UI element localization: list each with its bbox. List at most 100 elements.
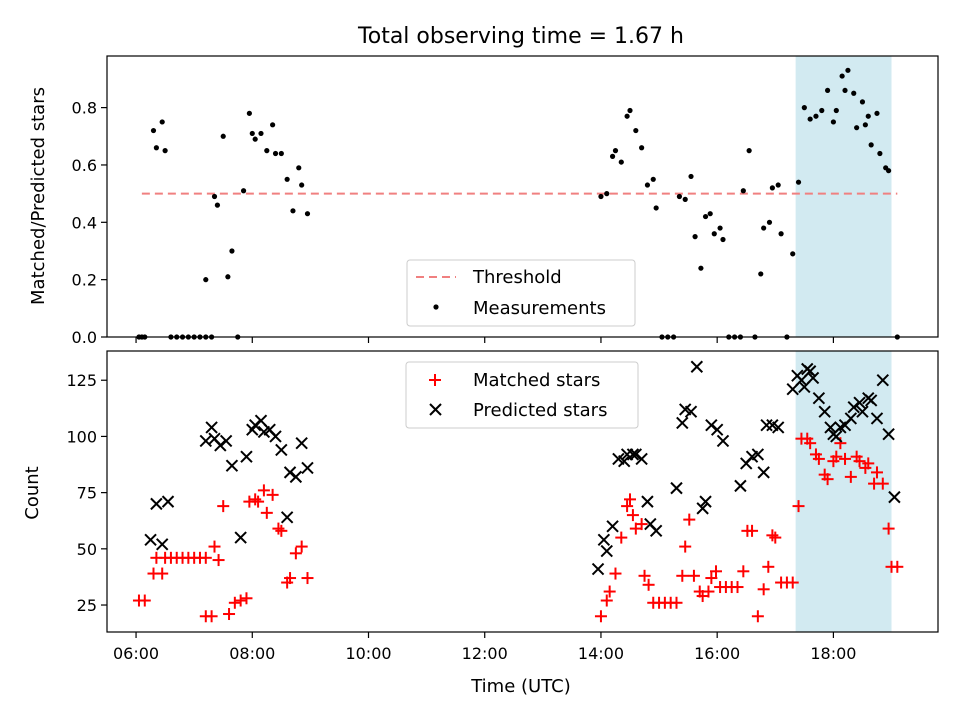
measurement-point	[624, 113, 630, 119]
measurement-point	[775, 182, 781, 188]
predicted-star-point	[757, 466, 770, 479]
measurement-point	[692, 234, 698, 240]
predicted-star-point	[751, 448, 765, 461]
matched-star-point	[683, 513, 696, 526]
matched-star-point	[272, 522, 285, 535]
predicted-star-point	[641, 495, 654, 508]
measurement-point	[676, 193, 683, 200]
figure-title: Total observing time = 1.67 h	[357, 24, 684, 49]
measurement-point	[707, 211, 713, 217]
matched-star-point	[223, 608, 236, 621]
count-y-ticks: 25 50 75 100 125	[66, 371, 107, 615]
predicted-star-point	[301, 461, 314, 475]
ratio-highlight-span	[795, 56, 892, 337]
measurement-point	[790, 251, 796, 257]
measurement-point	[612, 148, 619, 154]
predicted-star-point	[649, 524, 663, 538]
x-tick-label: 12:00	[462, 644, 508, 663]
ratio-y-ticks: 0.0 0.2 0.4 0.6 0.8	[72, 99, 107, 347]
measurement-point	[842, 87, 848, 94]
matched-star-point	[603, 585, 616, 598]
measurement-point	[229, 248, 235, 254]
matched-star-point	[839, 452, 852, 465]
matched-star-point	[257, 484, 270, 497]
predicted-star-point	[771, 421, 785, 434]
matched-star-point	[228, 596, 241, 609]
predicted-star-point	[696, 502, 709, 515]
matched-star-point	[205, 610, 218, 623]
measurement-point	[824, 87, 831, 94]
measurement-point	[252, 136, 258, 142]
matched-star-point	[731, 581, 744, 594]
measurement-point	[246, 110, 252, 116]
predicted-star-point	[830, 430, 843, 443]
predicted-star-point	[626, 448, 640, 461]
x-tick-label: 10:00	[345, 644, 391, 663]
measurement-point	[698, 265, 704, 271]
matched-star-point	[615, 531, 628, 544]
measurement-point	[868, 142, 874, 148]
matched-star-point	[240, 592, 253, 605]
x-tick-label: 18:00	[810, 644, 856, 663]
matched-star-points	[132, 432, 904, 623]
measurement-point	[688, 173, 694, 180]
count-plot-frame	[106, 350, 939, 633]
measurement-point	[862, 122, 868, 128]
y-tick-label: 75	[77, 484, 97, 503]
predicted-star-point	[600, 544, 613, 558]
predicted-star-point	[844, 412, 858, 425]
measurement-point	[682, 196, 688, 202]
measurement-point	[604, 191, 610, 197]
matched-star-point	[891, 560, 904, 573]
y-tick-label: 125	[66, 371, 97, 390]
measurement-point	[758, 271, 764, 277]
matched-star-point	[687, 569, 700, 582]
measurement-point	[618, 159, 624, 165]
measurement-point	[819, 107, 825, 114]
measurement-point	[801, 105, 807, 111]
matched-star-point	[266, 488, 279, 501]
matched-star-point	[635, 518, 648, 531]
matched-star-point	[138, 594, 151, 607]
measurement-point	[650, 176, 656, 182]
ratio-legend: Threshold Measurements	[406, 259, 636, 327]
measurement-point	[874, 110, 880, 116]
measurement-point	[211, 193, 218, 200]
measurement-point	[299, 182, 305, 188]
measurement-point	[813, 113, 819, 119]
matched-star-point	[217, 500, 230, 513]
measurement-point	[833, 107, 839, 114]
measurement-point	[865, 113, 871, 119]
measurement-point	[258, 130, 264, 137]
matched-star-point	[594, 610, 607, 623]
predicted-star-point	[591, 562, 605, 576]
predicted-star-point	[824, 421, 837, 434]
predicted-star-point	[882, 427, 895, 441]
measurement-point	[598, 193, 604, 200]
matched-star-point	[737, 565, 750, 578]
matched-star-point	[676, 569, 689, 582]
matched-star-point	[769, 531, 782, 544]
predicted-star-point	[803, 365, 817, 378]
measurement-point	[284, 176, 290, 182]
x-tick-label: 14:00	[578, 644, 624, 663]
legend-predicted-swatch	[429, 403, 442, 416]
matched-star-point	[624, 493, 637, 506]
measurement-point	[717, 225, 723, 231]
predicted-star-point	[275, 443, 288, 457]
measurement-point	[278, 150, 284, 157]
measurement-point	[270, 122, 276, 128]
x-axis-label: Time (UTC)	[470, 676, 571, 697]
y-tick-label: 0.6	[72, 156, 97, 175]
legend-measurement-swatch	[433, 304, 439, 310]
predicted-star-point	[144, 533, 157, 547]
predicted-star-point	[870, 412, 884, 425]
measurement-point	[220, 133, 226, 139]
ratio-y-axis-label: Matched/Predicted stars	[28, 87, 49, 305]
measurement-point	[153, 145, 159, 151]
matched-star-point	[882, 522, 895, 535]
ratio-panel: 0.00.20.40.60.8 Matched/Predicted stars …	[28, 55, 939, 347]
matched-star-point	[208, 540, 221, 553]
y-tick-label: 50	[77, 540, 97, 559]
predicted-star-point	[760, 418, 773, 432]
